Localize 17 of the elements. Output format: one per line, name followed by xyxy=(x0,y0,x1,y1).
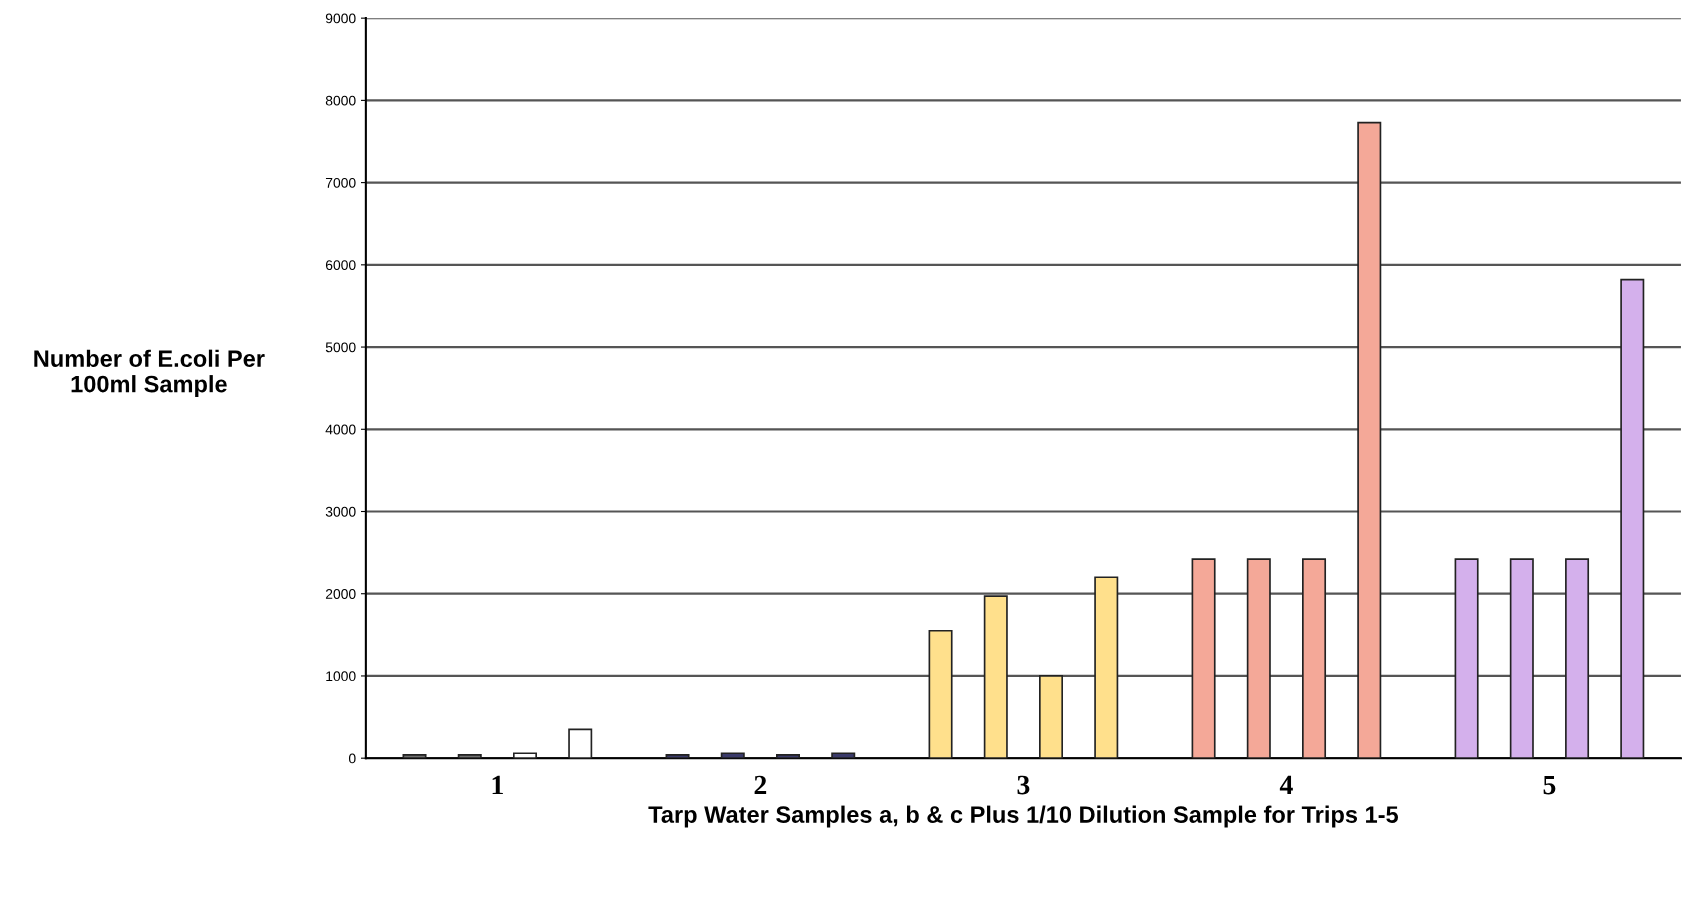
x-tick-label: 4 xyxy=(1279,775,1293,795)
x-axis-title: Tarp Water Samples a, b & c Plus 1/10 Dilution Sample for Trips 1-5 xyxy=(648,805,1399,828)
y-tick-label: 1000 xyxy=(326,671,356,682)
x-tick-label: 2 xyxy=(754,775,767,795)
y-axis-title: Number of E.coli Per 100ml Sample xyxy=(34,349,265,398)
x-tick-label: 5 xyxy=(1543,775,1556,795)
y-tick-label: 3000 xyxy=(325,506,356,517)
x-tick-label: 1 xyxy=(492,775,503,795)
y-tick-label: 6000 xyxy=(325,260,356,270)
y-tick-label: 2000 xyxy=(325,589,356,599)
y-tick-label: 7000 xyxy=(325,177,356,188)
y-tick-label: 0 xyxy=(348,753,356,764)
y-tick-label: 5000 xyxy=(325,342,356,353)
x-tick-label: 3 xyxy=(1017,775,1030,795)
y-tick-label: 8000 xyxy=(325,95,356,106)
y-tick-label: 9000 xyxy=(325,13,356,24)
y-tick-label: 4000 xyxy=(325,424,356,435)
